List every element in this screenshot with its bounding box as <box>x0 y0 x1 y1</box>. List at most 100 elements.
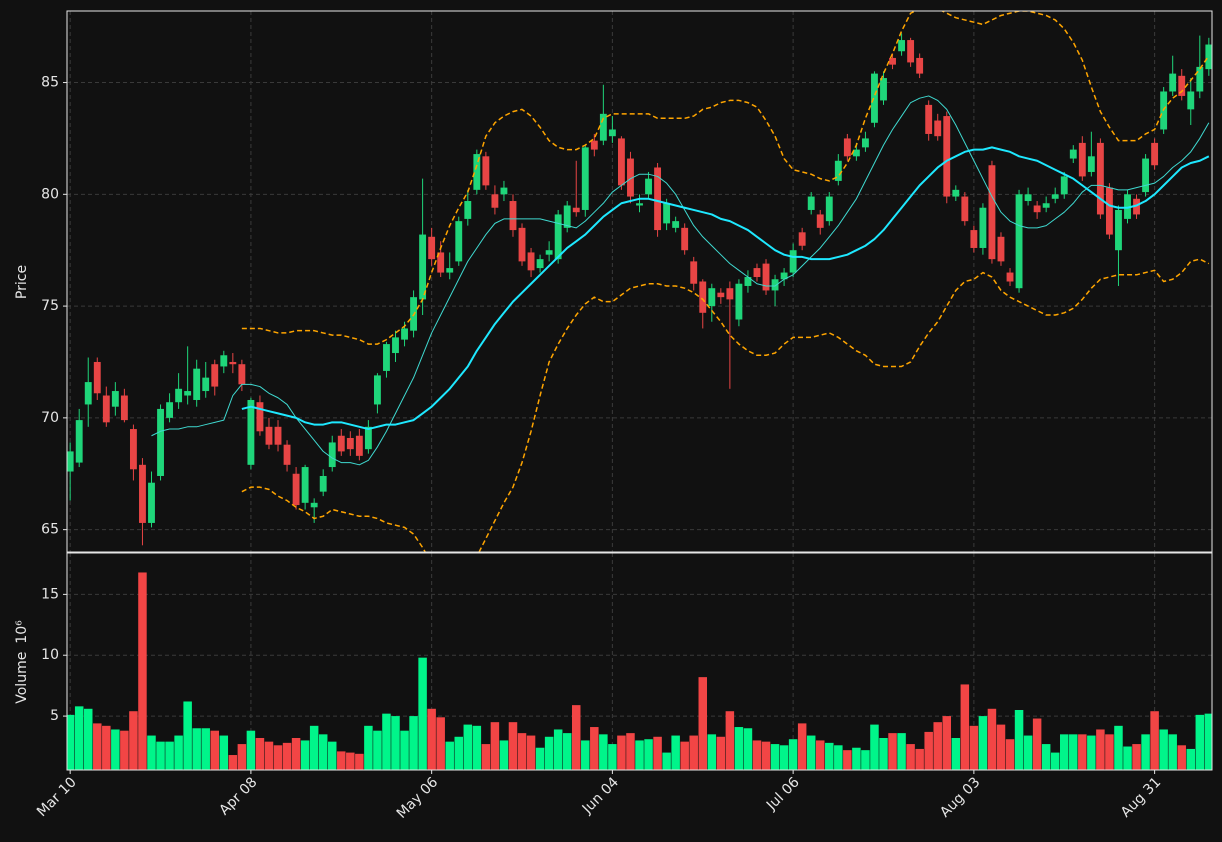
candle-body <box>464 201 472 219</box>
volume-bar <box>1177 745 1186 770</box>
candle-body <box>102 395 110 423</box>
volume-bar <box>300 740 310 770</box>
volume-bar <box>1132 744 1141 770</box>
volume-bar <box>815 740 825 770</box>
candle-body <box>455 221 463 262</box>
volume-bar <box>960 684 970 770</box>
volume-bar <box>183 701 192 770</box>
candle-body <box>1124 194 1131 219</box>
candle-body <box>889 57 896 65</box>
y-tick-label: 70 <box>41 410 59 426</box>
volume-bar <box>788 739 798 770</box>
volume-bar <box>1032 718 1042 770</box>
candle-body <box>699 281 707 313</box>
volume-bar <box>309 725 319 770</box>
volume-bar <box>282 742 292 770</box>
price-axis-label: Price <box>14 265 30 299</box>
volume-bar <box>716 736 726 770</box>
candle-body <box>1151 142 1159 166</box>
y-tick-label: 65 <box>41 522 59 538</box>
candle-body <box>283 444 291 465</box>
y-tick-label: 15 <box>41 586 59 602</box>
candle-body <box>617 138 625 186</box>
candle-body <box>771 279 779 291</box>
volume-bar <box>526 735 536 770</box>
candle-body <box>834 160 842 181</box>
volume-bar <box>689 735 698 770</box>
volume-bar <box>1105 734 1114 770</box>
candle-body <box>157 408 164 476</box>
volume-bar <box>861 750 870 770</box>
volume-label: Volume <box>14 652 30 704</box>
candle-body <box>301 467 309 503</box>
candle-body <box>1187 91 1195 110</box>
volume-bar <box>436 717 445 770</box>
volume-bar <box>355 753 364 770</box>
volume-bar <box>517 733 527 770</box>
candle-body <box>292 473 300 506</box>
volume-bar <box>346 752 355 770</box>
volume-bar <box>1168 734 1177 770</box>
volume-bar <box>318 734 328 770</box>
candle-body <box>1042 203 1050 208</box>
candle-body <box>129 429 137 470</box>
volume-bar <box>734 727 744 770</box>
volume-bar <box>147 735 156 770</box>
volume-bar <box>418 657 427 770</box>
volume-bar <box>562 733 572 770</box>
candle-body <box>843 138 851 157</box>
volume-bar <box>879 737 888 770</box>
volume-bar <box>174 735 183 770</box>
candle-body <box>880 78 887 101</box>
volume-bar <box>192 728 201 770</box>
volume-bar <box>499 740 509 770</box>
candle-body <box>798 232 806 246</box>
volume-bar <box>725 711 735 770</box>
y-tick-label: 5 <box>50 708 59 724</box>
volume-bar <box>535 747 545 770</box>
volume-bar <box>1005 739 1015 770</box>
volume-bar <box>915 748 924 770</box>
candle-body <box>383 344 390 371</box>
candle-body <box>925 104 933 134</box>
volume-bar <box>454 736 464 770</box>
volume-bar <box>508 722 518 770</box>
candle-body <box>527 252 535 271</box>
candle-body <box>84 382 92 405</box>
candle-body <box>943 116 951 197</box>
volume-bar <box>246 730 256 770</box>
candle-body <box>1142 158 1150 193</box>
candle-body <box>898 40 906 52</box>
candle-body <box>175 388 183 403</box>
candle-body <box>193 368 201 400</box>
volume-bar <box>1087 735 1096 770</box>
candle-body <box>961 196 969 222</box>
volume-bar <box>571 705 581 770</box>
candle-body <box>256 402 264 432</box>
candle-body <box>1051 194 1059 199</box>
candle-body <box>627 158 634 197</box>
volume-bar <box>870 724 879 770</box>
candle-body <box>1087 156 1095 172</box>
candle-body <box>310 502 318 508</box>
volume-bar <box>1041 744 1051 770</box>
volume-bar <box>210 730 220 770</box>
candle-body <box>364 426 372 450</box>
volume-bar <box>382 713 391 770</box>
volume-bar <box>237 744 247 770</box>
candle-body <box>970 230 978 248</box>
overlay-line <box>151 95 1210 466</box>
volume-bar <box>102 725 111 770</box>
candle-body <box>1024 194 1032 202</box>
candle-body <box>1078 142 1086 177</box>
volume-bar <box>906 744 915 770</box>
candle-body <box>916 57 924 74</box>
volume-bar <box>1114 725 1123 770</box>
candle-body <box>1169 73 1177 92</box>
volume-bar <box>463 724 473 770</box>
volume-bar <box>472 725 482 770</box>
candle-body <box>500 187 508 195</box>
candle-body <box>491 194 499 208</box>
volume-bar <box>644 739 653 770</box>
candle-body <box>608 129 616 137</box>
